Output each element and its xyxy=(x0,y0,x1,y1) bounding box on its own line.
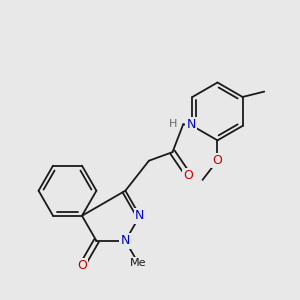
Text: N: N xyxy=(121,234,130,247)
Text: H: H xyxy=(168,119,177,129)
Text: O: O xyxy=(184,169,194,182)
Text: N: N xyxy=(186,118,196,131)
Text: O: O xyxy=(213,154,222,167)
Text: O: O xyxy=(77,260,87,272)
Text: N: N xyxy=(135,209,145,222)
Text: Me: Me xyxy=(129,258,146,268)
